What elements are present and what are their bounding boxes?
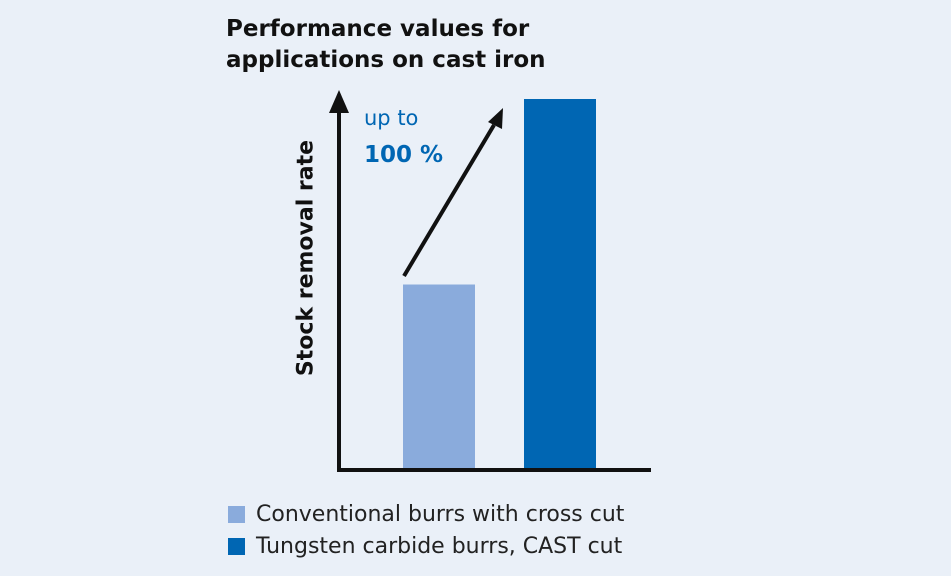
legend-swatch-cast-cut <box>228 537 245 555</box>
axes <box>329 90 651 472</box>
bar-cast-cut <box>524 99 596 470</box>
annotation-percent: 100 % <box>364 142 443 168</box>
annotation-up-to: up to <box>364 106 418 130</box>
bars-group <box>403 99 596 470</box>
chart-title: Performance values for applications on c… <box>226 14 646 76</box>
chart-title-line-2: applications on cast iron <box>226 47 546 73</box>
legend-item-conventional: Conventional burrs with cross cut <box>228 498 624 530</box>
bar-conventional <box>403 284 475 470</box>
increase-arrow-shaft <box>402 123 496 278</box>
legend: Conventional burrs with cross cut Tungst… <box>228 498 624 562</box>
legend-label-conventional: Conventional burrs with cross cut <box>256 501 625 527</box>
legend-item-cast-cut: Tungsten carbide burrs, CAST cut <box>228 530 624 562</box>
legend-swatch-conventional <box>228 505 245 523</box>
increase-arrow <box>402 108 503 278</box>
y-axis-arrowhead <box>329 90 349 113</box>
legend-label-cast-cut: Tungsten carbide burrs, CAST cut <box>256 533 623 559</box>
increase-arrow-head <box>488 108 503 129</box>
chart-title-line-1: Performance values for <box>226 16 530 42</box>
